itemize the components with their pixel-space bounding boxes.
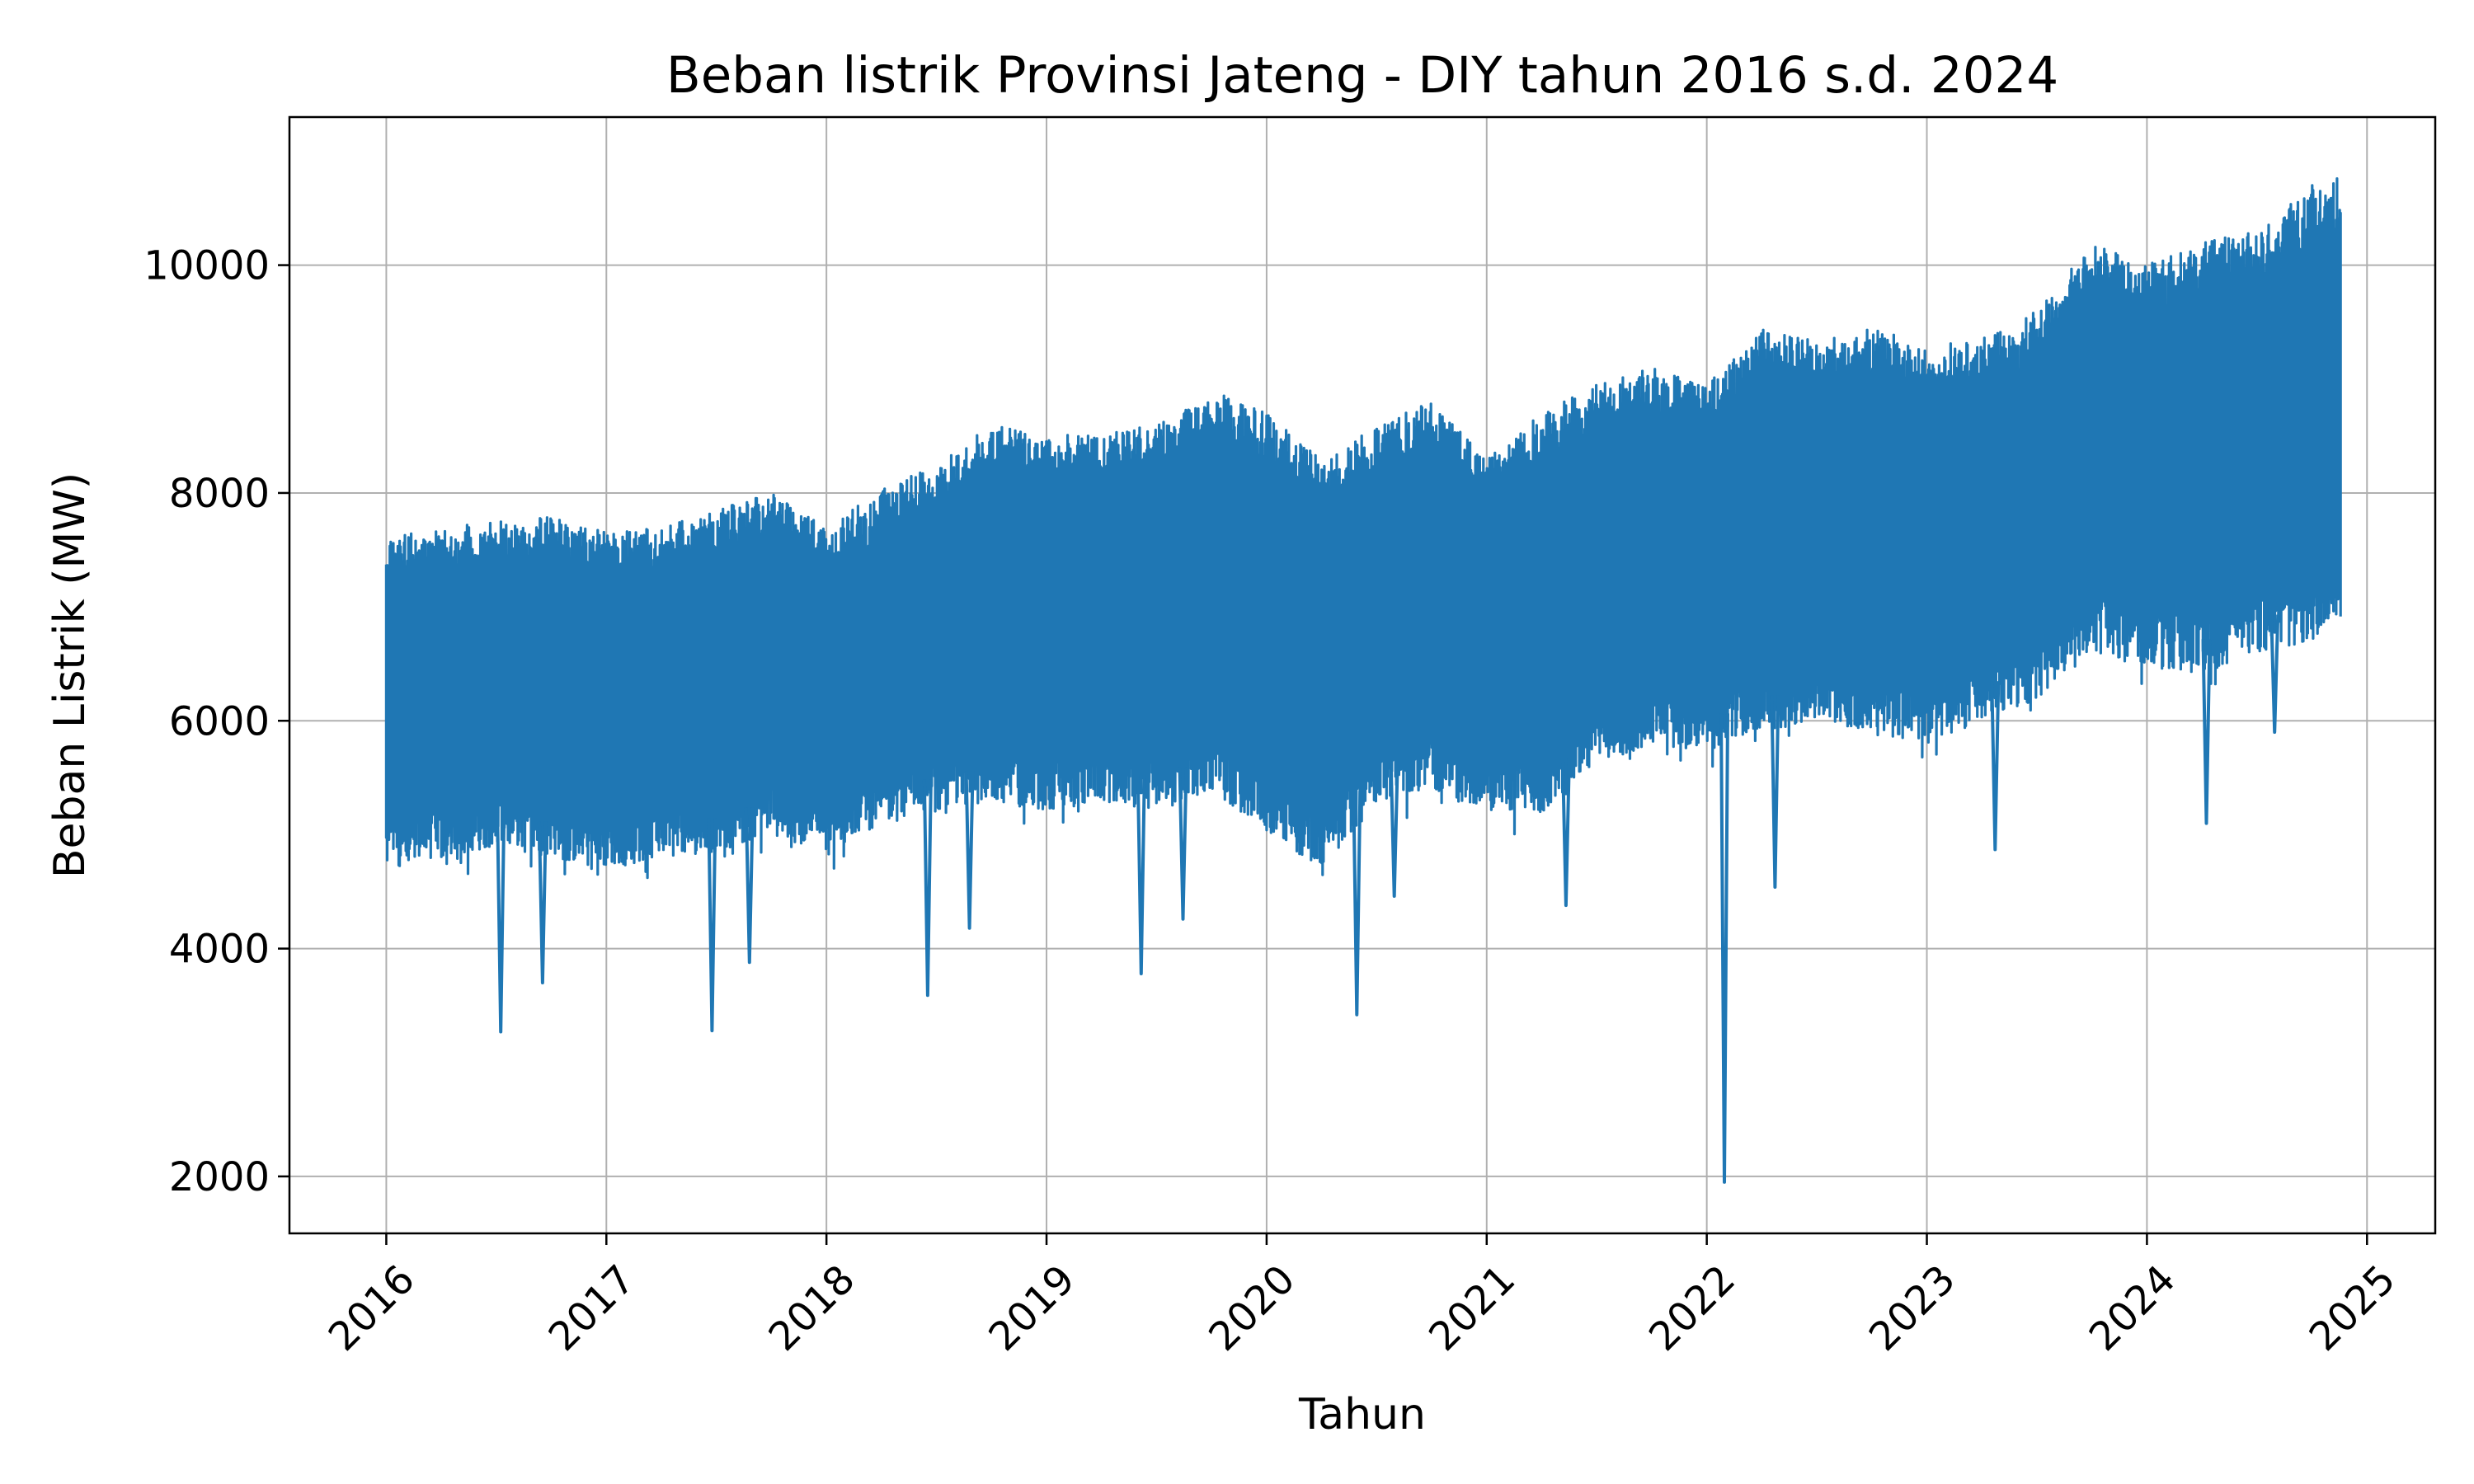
- y-tick-label: 2000: [169, 1154, 270, 1200]
- y-axis-ticks: 2000 4000 6000 8000 10000: [143, 243, 289, 1200]
- x-tick-label: 2024: [2081, 1256, 2185, 1360]
- series-line: [384, 177, 2342, 880]
- load-dip: [1178, 767, 1188, 921]
- chart-title: Beban listrik Provinsi Jateng - DIY tahu…: [666, 46, 2058, 105]
- y-tick-label: 4000: [169, 927, 270, 973]
- x-tick-label: 2021: [1420, 1256, 1524, 1360]
- load-dip: [1560, 757, 1571, 908]
- x-axis-ticks: 2016 2017 2018 2019 2020 2021 2022 2023 2024 2025: [320, 1233, 2405, 1360]
- load-dip: [1352, 791, 1362, 1017]
- load-dip: [1770, 695, 1780, 889]
- x-tick-label: 2018: [760, 1256, 864, 1360]
- load-dip: [1136, 774, 1146, 975]
- x-tick-label: 2023: [1860, 1256, 1964, 1360]
- y-axis-label: Beban Listrik (MW): [45, 472, 95, 878]
- x-tick-label: 2020: [1200, 1256, 1304, 1360]
- x-tick-label: 2019: [980, 1256, 1084, 1360]
- load-dip: [2201, 639, 2212, 825]
- x-tick-label: 2017: [540, 1256, 644, 1360]
- y-tick-label: 8000: [169, 471, 270, 517]
- y-tick-label: 10000: [143, 243, 270, 289]
- y-tick-label: 6000: [169, 698, 270, 744]
- load-dip: [537, 821, 548, 984]
- load-dip: [1990, 681, 2001, 852]
- plot-frame: [288, 115, 2437, 1235]
- load-dip: [2269, 614, 2280, 735]
- load-dip: [744, 807, 755, 965]
- x-axis-label: Tahun: [1298, 1390, 1426, 1439]
- load-dip: [1389, 763, 1399, 898]
- load-dip: [964, 771, 975, 930]
- x-tick-label: 2025: [2301, 1256, 2405, 1360]
- x-tick-label: 2022: [1640, 1256, 1744, 1360]
- load-dip: [707, 818, 717, 1033]
- x-tick-label: 2016: [320, 1256, 424, 1360]
- load-dip: [496, 812, 506, 1034]
- load-dip: [1719, 713, 1729, 1184]
- series-area: [384, 177, 2342, 1184]
- load-dip: [922, 779, 933, 998]
